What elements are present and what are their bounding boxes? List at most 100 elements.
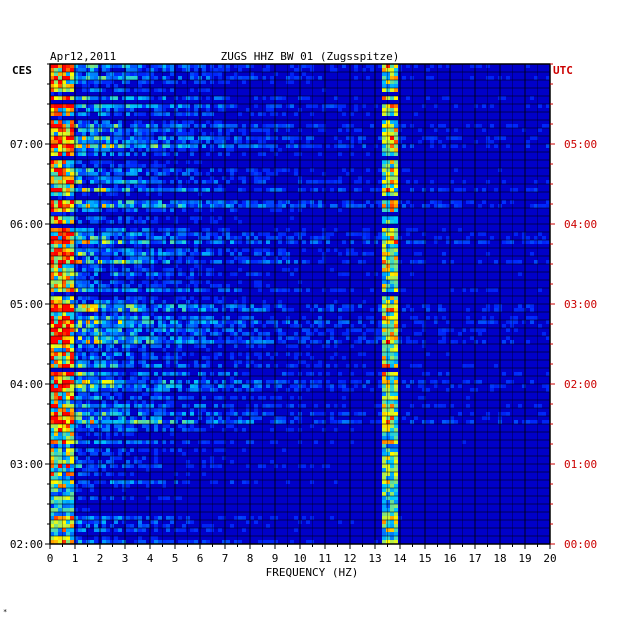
spectrogram-cell bbox=[94, 68, 98, 72]
spectrogram-cell bbox=[54, 384, 58, 388]
spectrogram-cell bbox=[62, 316, 66, 320]
spectrogram-cell bbox=[66, 456, 70, 460]
spectrogram-cell bbox=[154, 112, 158, 116]
spectrogram-cell bbox=[110, 228, 114, 232]
spectrogram-cell bbox=[66, 364, 70, 368]
spectrogram-cell bbox=[94, 124, 98, 128]
spectrogram-cell bbox=[82, 64, 86, 68]
spectrogram-cell bbox=[274, 104, 278, 108]
spectrogram-cell bbox=[126, 300, 130, 304]
spectrogram-cell bbox=[150, 176, 154, 180]
spectrogram-cell bbox=[258, 144, 262, 148]
spectrogram-cell bbox=[390, 132, 394, 136]
spectrogram-cell bbox=[74, 188, 78, 192]
spectrogram-cell bbox=[134, 180, 138, 184]
spectrogram-cell bbox=[138, 132, 142, 136]
spectrogram-cell bbox=[526, 316, 530, 320]
spectrogram-cell bbox=[86, 192, 90, 196]
spectrogram-cell bbox=[158, 112, 162, 116]
spectrogram-cell bbox=[110, 128, 114, 132]
spectrogram-cell bbox=[78, 340, 82, 344]
spectrogram-cell bbox=[430, 64, 434, 68]
spectrogram-cell bbox=[130, 96, 134, 100]
spectrogram-cell bbox=[346, 260, 350, 264]
spectrogram-cell bbox=[70, 460, 74, 464]
spectrogram-cell bbox=[90, 260, 94, 264]
spectrogram-cell bbox=[170, 72, 174, 76]
spectrogram-cell bbox=[50, 500, 54, 504]
spectrogram-cell bbox=[306, 520, 310, 524]
spectrogram-cell bbox=[118, 396, 122, 400]
spectrogram-cell bbox=[162, 164, 166, 168]
spectrogram-cell bbox=[106, 440, 110, 444]
spectrogram-cell bbox=[106, 180, 110, 184]
spectrogram-cell bbox=[62, 472, 66, 476]
spectrogram-cell bbox=[242, 340, 246, 344]
spectrogram-cell bbox=[110, 456, 114, 460]
spectrogram-cell bbox=[254, 180, 258, 184]
spectrogram-cell bbox=[118, 516, 122, 520]
spectrogram-cell bbox=[82, 336, 86, 340]
spectrogram-cell bbox=[302, 260, 306, 264]
spectrogram-cell bbox=[530, 188, 534, 192]
spectrogram-cell bbox=[106, 252, 110, 256]
spectrogram-cell bbox=[362, 68, 366, 72]
spectrogram-cell bbox=[382, 444, 386, 448]
spectrogram-cell bbox=[106, 300, 110, 304]
spectrogram-cell bbox=[342, 320, 346, 324]
spectrogram-cell bbox=[394, 288, 398, 292]
spectrogram-cell bbox=[82, 104, 86, 108]
spectrogram-cell bbox=[330, 328, 334, 332]
spectrogram-cell bbox=[54, 204, 58, 208]
spectrogram-cell bbox=[334, 324, 338, 328]
spectrogram-cell bbox=[134, 480, 138, 484]
spectrogram-cell bbox=[174, 236, 178, 240]
spectrogram-cell bbox=[66, 172, 70, 176]
spectrogram-cell bbox=[122, 408, 126, 412]
spectrogram-cell bbox=[202, 88, 206, 92]
spectrogram-cell bbox=[74, 244, 78, 248]
spectrogram-cell bbox=[214, 352, 218, 356]
spectrogram-cell bbox=[174, 416, 178, 420]
spectrogram-cell bbox=[78, 336, 82, 340]
spectrogram-cell bbox=[286, 128, 290, 132]
spectrogram-cell bbox=[58, 220, 62, 224]
spectrogram-cell bbox=[154, 384, 158, 388]
spectrogram-cell bbox=[334, 340, 338, 344]
spectrogram-cell bbox=[54, 176, 58, 180]
spectrogram-cell bbox=[458, 188, 462, 192]
spectrogram-cell bbox=[234, 208, 238, 212]
spectrogram-cell bbox=[262, 68, 266, 72]
spectrogram-cell bbox=[170, 324, 174, 328]
spectrogram-cell bbox=[366, 272, 370, 276]
spectrogram-cell bbox=[94, 268, 98, 272]
spectrogram-cell bbox=[238, 308, 242, 312]
spectrogram-cell bbox=[66, 104, 70, 108]
spectrogram-cell bbox=[210, 240, 214, 244]
spectrogram-cell bbox=[186, 520, 190, 524]
spectrogram-cell bbox=[262, 112, 266, 116]
spectrogram-cell bbox=[166, 396, 170, 400]
spectrogram-cell bbox=[246, 380, 250, 384]
spectrogram-cell bbox=[338, 316, 342, 320]
spectrogram-cell bbox=[502, 340, 506, 344]
spectrogram-cell bbox=[90, 464, 94, 468]
spectrogram-cell bbox=[162, 140, 166, 144]
spectrogram-cell bbox=[266, 176, 270, 180]
spectrogram-cell bbox=[118, 416, 122, 420]
spectrogram-cell bbox=[226, 416, 230, 420]
spectrogram-cell bbox=[54, 464, 58, 468]
spectrogram-cell bbox=[206, 420, 210, 424]
spectrogram-cell bbox=[270, 396, 274, 400]
spectrogram-cell bbox=[214, 68, 218, 72]
spectrogram-cell bbox=[146, 188, 150, 192]
spectrogram-cell bbox=[158, 420, 162, 424]
spectrogram-cell bbox=[194, 248, 198, 252]
spectrogram-cell bbox=[50, 436, 54, 440]
spectrogram-cell bbox=[226, 148, 230, 152]
spectrogram-cell bbox=[402, 308, 406, 312]
spectrogram-cell bbox=[278, 420, 282, 424]
spectrogram-cell bbox=[122, 448, 126, 452]
spectrogram-cell bbox=[238, 416, 242, 420]
spectrogram-cell bbox=[386, 104, 390, 108]
